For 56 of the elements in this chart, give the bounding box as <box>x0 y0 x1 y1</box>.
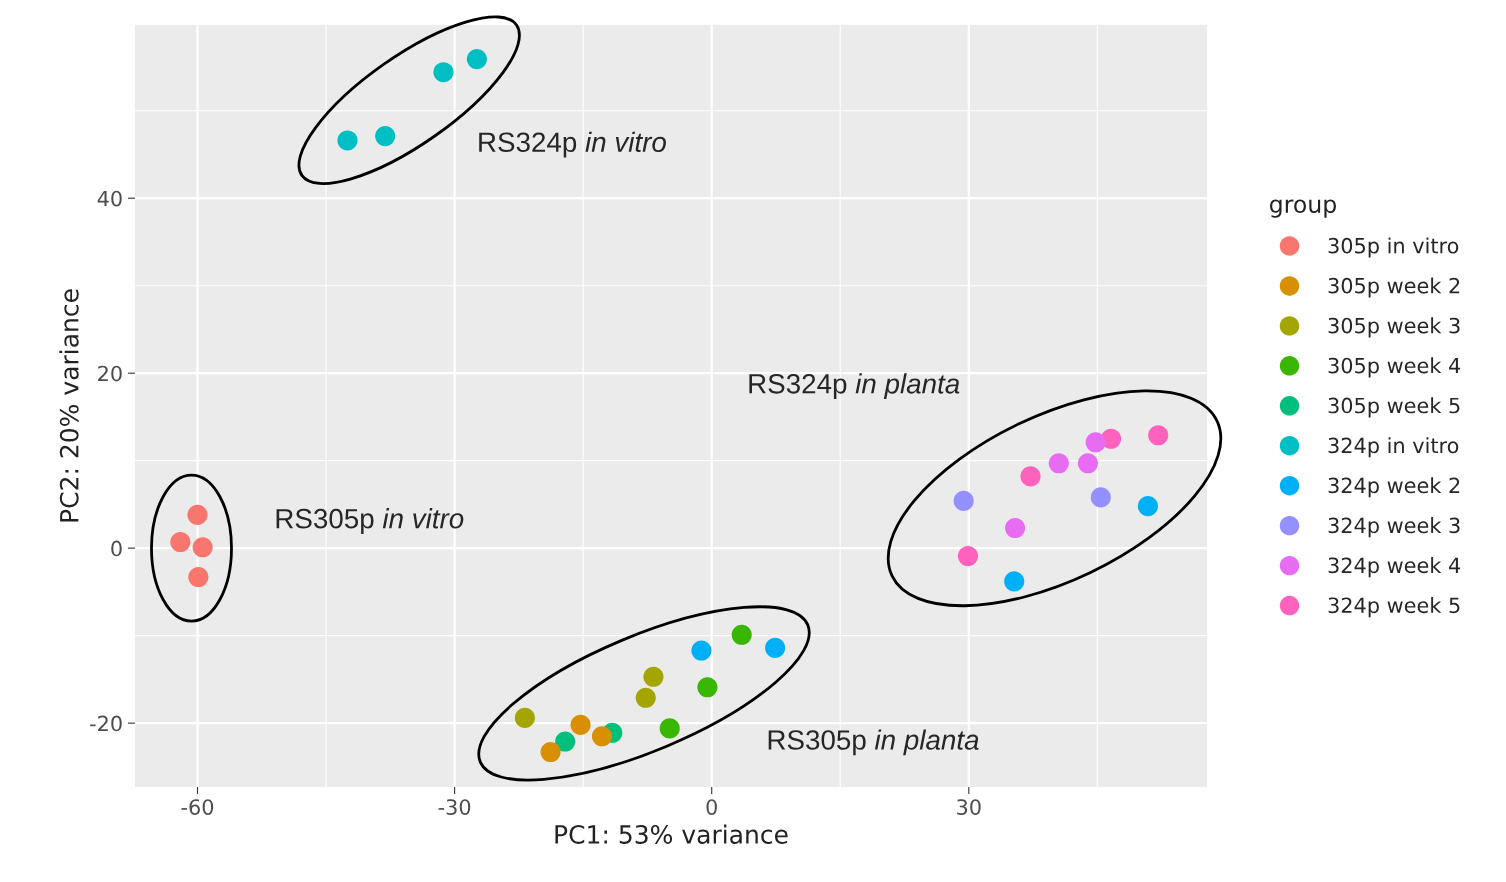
legend-label: 305p in vitro <box>1328 237 1459 258</box>
point <box>337 130 358 151</box>
point <box>1020 466 1041 487</box>
legend-label: 305p week 3 <box>1328 317 1460 338</box>
point <box>659 718 680 739</box>
point <box>1004 571 1025 592</box>
point <box>466 49 487 70</box>
legend-label: 305p week 4 <box>1328 357 1461 378</box>
legend-label: 324p week 3 <box>1328 517 1460 538</box>
point <box>1148 425 1169 446</box>
legend-label: 305p week 5 <box>1328 397 1460 418</box>
legend-label: 324p week 4 <box>1328 557 1461 578</box>
point <box>731 624 752 645</box>
point <box>953 490 974 511</box>
point <box>765 637 786 658</box>
legend-title: group <box>1270 199 1336 218</box>
y-axis-title: PC2: 20% variance <box>59 289 79 522</box>
annotation: RS324p in planta <box>749 373 960 400</box>
annotation: RS305p in planta <box>768 729 979 756</box>
legend-label: 324p in vitro <box>1328 437 1459 458</box>
point <box>375 126 396 147</box>
point <box>188 566 209 588</box>
y-tick-label: 20 <box>98 365 122 382</box>
point <box>957 545 979 567</box>
point <box>1048 453 1069 474</box>
point <box>514 707 535 728</box>
point <box>697 677 718 698</box>
x-tick-label: -30 <box>438 799 471 815</box>
x-axis-title: PC1: 53% variance <box>555 824 788 844</box>
x-tick-label: 30 <box>957 799 981 815</box>
legend-label: 324p week 2 <box>1328 477 1460 498</box>
point <box>170 531 191 553</box>
point <box>1137 496 1158 517</box>
point <box>192 537 213 558</box>
x-tick-label: 0 <box>706 799 717 815</box>
point <box>555 731 576 752</box>
point <box>1085 432 1106 453</box>
y-tick-label: -20 <box>90 715 122 732</box>
point <box>1005 517 1026 539</box>
y-tick-label: 0 <box>111 540 122 557</box>
point <box>591 726 613 747</box>
x-tick-label: -60 <box>181 799 214 815</box>
y-tick-label: 40 <box>97 190 122 207</box>
point <box>570 714 591 735</box>
point <box>540 741 561 763</box>
annotation: RS324p in vitro <box>479 131 666 158</box>
point <box>691 640 712 661</box>
point <box>643 666 664 687</box>
point <box>1090 487 1111 508</box>
point <box>433 62 454 83</box>
legend-label: 324p week 5 <box>1328 597 1460 618</box>
point <box>635 687 656 708</box>
point <box>1077 453 1098 474</box>
annotation: RS305p in vitro <box>276 508 464 534</box>
legend-label: 305p week 2 <box>1328 277 1460 298</box>
point <box>187 504 208 525</box>
